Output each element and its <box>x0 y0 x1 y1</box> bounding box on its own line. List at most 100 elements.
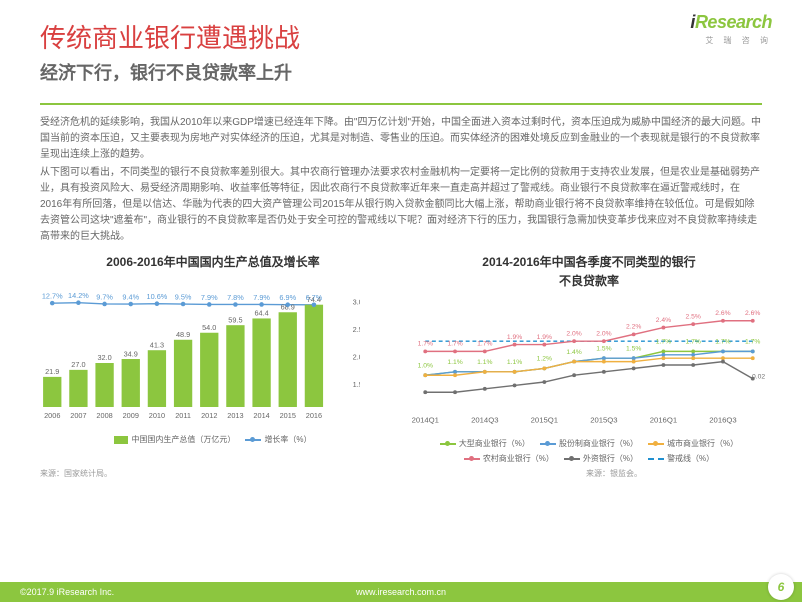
svg-text:2.2%: 2.2% <box>626 324 641 331</box>
svg-text:34.9: 34.9 <box>124 349 138 358</box>
svg-text:14.2%: 14.2% <box>68 291 89 300</box>
svg-text:2016: 2016 <box>306 411 322 420</box>
page-title: 传统商业银行遭遇挑战 <box>40 18 762 55</box>
svg-text:1.0%: 1.0% <box>418 363 433 370</box>
svg-text:1.7%: 1.7% <box>715 339 730 346</box>
svg-text:1.4%: 1.4% <box>566 349 581 356</box>
svg-text:3.0%: 3.0% <box>353 297 360 306</box>
svg-text:1.1%: 1.1% <box>447 359 462 366</box>
svg-text:1.7%: 1.7% <box>447 341 462 348</box>
svg-text:1.7%: 1.7% <box>477 341 492 348</box>
npl-chart-area: 1.0% 1.1% 1.1% 1.1% 1.2% 1.4% 1.5% 1.5% 1.7% 1.7%… <box>406 291 772 436</box>
svg-text:2008: 2008 <box>96 411 112 420</box>
svg-text:2007: 2007 <box>70 411 86 420</box>
svg-text:7.9%: 7.9% <box>201 293 218 302</box>
header: iResearch 艾 瑞 咨 询 传统商业银行遭遇挑战 经济下行，银行不良贷款… <box>0 0 802 93</box>
svg-text:7.9%: 7.9% <box>253 293 270 302</box>
npl-chart-title-1: 2014-2016年中国各季度不同类型的银行 <box>406 253 772 270</box>
svg-text:2.5%: 2.5% <box>353 325 360 334</box>
legend-item: 警戒线（%） <box>648 453 714 464</box>
npl-chart: 2014-2016年中国各季度不同类型的银行 不良贷款率 1.0% 1.1% 1.1… <box>406 253 772 464</box>
svg-text:0.02: 0.02 <box>752 374 765 381</box>
svg-text:1.9%: 1.9% <box>507 334 522 341</box>
page-subtitle: 经济下行，银行不良贷款率上升 <box>40 59 762 85</box>
paragraph-1: 受经济危机的延续影响，我国从2010年以来GDP增速已经连年下降。由"四万亿计划… <box>40 115 762 163</box>
svg-text:41.3: 41.3 <box>150 340 164 349</box>
svg-text:2010: 2010 <box>149 411 165 420</box>
svg-text:2.0%: 2.0% <box>353 352 360 361</box>
gdp-chart-area: 3.0% 2.5% 2.0% 1.5% 21.9 2006 27.0 2007 32.0 2008… <box>30 272 396 432</box>
footer-center: www.iresearch.com.cn <box>356 587 446 597</box>
svg-text:1.7%: 1.7% <box>745 339 760 346</box>
svg-text:1.5%: 1.5% <box>353 380 360 389</box>
legend-item: 城市商业银行（%） <box>648 438 738 449</box>
svg-text:1.7%: 1.7% <box>686 339 701 346</box>
svg-text:2.6%: 2.6% <box>715 310 730 317</box>
svg-text:1.1%: 1.1% <box>477 359 492 366</box>
svg-text:2.0%: 2.0% <box>566 330 581 337</box>
svg-text:21.9: 21.9 <box>45 367 59 376</box>
source-row: 来源：国家统计局。 来源：银监会。 <box>0 464 802 479</box>
source-right: 来源：银监会。 <box>586 468 642 479</box>
svg-text:2.5%: 2.5% <box>686 313 701 320</box>
svg-text:2009: 2009 <box>123 411 139 420</box>
svg-text:1.7%: 1.7% <box>418 341 433 348</box>
svg-text:6.9%: 6.9% <box>279 293 296 302</box>
svg-text:12.7%: 12.7% <box>42 292 63 301</box>
footer-left: ©2017.9 iResearch Inc. <box>20 587 114 597</box>
gdp-svg: 3.0% 2.5% 2.0% 1.5% 21.9 2006 27.0 2007 32.0 2008… <box>30 272 360 432</box>
legend-item: 农村商业银行（%） <box>464 453 554 464</box>
svg-text:59.5: 59.5 <box>228 315 242 324</box>
svg-text:9.7%: 9.7% <box>96 292 113 301</box>
svg-text:2.0%: 2.0% <box>596 330 611 337</box>
svg-text:54.0: 54.0 <box>202 323 216 332</box>
svg-text:1.7%: 1.7% <box>656 339 671 346</box>
svg-text:2016Q1: 2016Q1 <box>650 416 677 425</box>
svg-text:2012: 2012 <box>201 411 217 420</box>
legend-item: 大型商业银行（%） <box>440 438 530 449</box>
svg-text:32.0: 32.0 <box>97 353 111 362</box>
gdp-chart: 2006-2016年中国国内生产总值及增长率 3.0% 2.5% 2.0% 1.5% 2… <box>30 253 396 464</box>
legend-item: 外资银行（%） <box>564 453 638 464</box>
svg-text:2016Q3: 2016Q3 <box>709 416 736 425</box>
svg-text:9.4%: 9.4% <box>122 292 139 301</box>
gdp-legend: 中国国内生产总值（万亿元） 增长率（%） <box>30 434 396 445</box>
svg-text:6.7%: 6.7% <box>306 293 323 302</box>
svg-text:2014: 2014 <box>253 411 269 420</box>
footer: ©2017.9 iResearch Inc. www.iresearch.com… <box>0 582 802 602</box>
logo-text: iResearch <box>690 12 772 33</box>
svg-text:1.5%: 1.5% <box>596 345 611 352</box>
svg-text:2006: 2006 <box>44 411 60 420</box>
npl-svg: 1.0% 1.1% 1.1% 1.1% 1.2% 1.4% 1.5% 1.5% 1.7% 1.7%… <box>406 291 772 436</box>
page-number: 6 <box>768 574 794 600</box>
svg-text:2014Q1: 2014Q1 <box>412 416 439 425</box>
svg-text:2013: 2013 <box>227 411 243 420</box>
charts-container: 2006-2016年中国国内生产总值及增长率 3.0%2.5%2.0%1.5%2… <box>0 253 802 464</box>
svg-text:27.0: 27.0 <box>71 360 85 369</box>
legend-line: 增长率（%） <box>245 434 311 445</box>
svg-text:1.1%: 1.1% <box>507 359 522 366</box>
svg-text:10.6%: 10.6% <box>147 292 168 301</box>
svg-text:2.6%: 2.6% <box>745 310 760 317</box>
svg-text:9.5%: 9.5% <box>175 292 192 301</box>
svg-text:2015Q1: 2015Q1 <box>531 416 558 425</box>
svg-text:2015: 2015 <box>280 411 296 420</box>
source-left: 来源：国家统计局。 <box>40 468 112 479</box>
body-text: 受经济危机的延续影响，我国从2010年以来GDP增速已经连年下降。由"四万亿计划… <box>0 105 802 253</box>
svg-text:64.4: 64.4 <box>254 309 268 318</box>
npl-chart-title-2: 不良贷款率 <box>406 272 772 289</box>
logo-subtitle: 艾 瑞 咨 询 <box>690 35 772 46</box>
gdp-chart-title: 2006-2016年中国国内生产总值及增长率 <box>30 253 396 270</box>
svg-text:1.2%: 1.2% <box>537 356 552 363</box>
svg-text:2.4%: 2.4% <box>656 317 671 324</box>
svg-text:48.9: 48.9 <box>176 330 190 339</box>
npl-legend: 大型商业银行（%）股份制商业银行（%）城市商业银行（%）农村商业银行（%）外资银… <box>406 438 772 464</box>
svg-text:2015Q3: 2015Q3 <box>590 416 617 425</box>
svg-text:1.9%: 1.9% <box>537 334 552 341</box>
svg-text:7.8%: 7.8% <box>227 293 244 302</box>
svg-text:2011: 2011 <box>175 411 191 420</box>
svg-text:2014Q3: 2014Q3 <box>471 416 498 425</box>
svg-text:1.5%: 1.5% <box>626 345 641 352</box>
paragraph-2: 从下图可以看出，不同类型的银行不良贷款率差别很大。其中农商行管理办法要求农村金融… <box>40 165 762 245</box>
legend-bar: 中国国内生产总值（万亿元） <box>114 434 235 445</box>
